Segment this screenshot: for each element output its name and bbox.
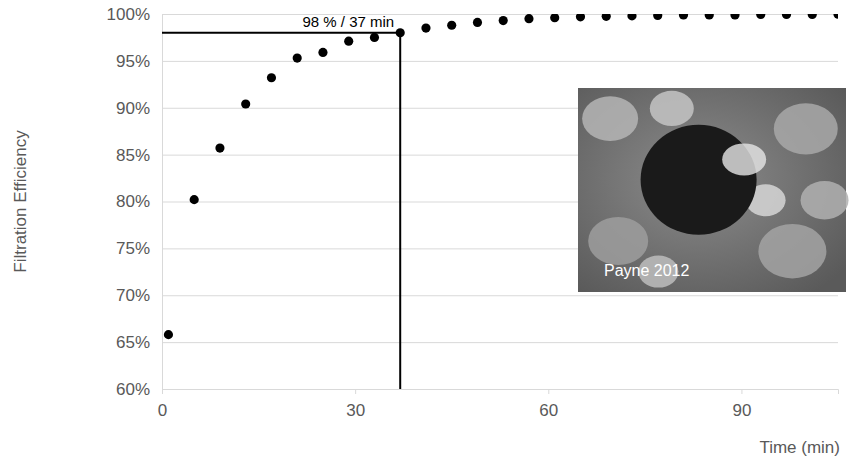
data-point — [833, 14, 838, 19]
y-axis-line — [163, 15, 839, 390]
y-tick-label: 75% — [116, 239, 150, 258]
data-point — [447, 21, 456, 30]
data-point — [808, 14, 817, 19]
data-point — [782, 14, 791, 19]
y-tick-label: 100% — [107, 5, 150, 24]
data-point — [679, 14, 688, 20]
y-tick-label: 85% — [116, 146, 150, 165]
data-point — [396, 28, 405, 37]
inset-image: Payne 2012 — [578, 88, 849, 292]
y-tick-label: 80% — [116, 192, 150, 211]
data-point — [190, 195, 199, 204]
y-tick: 100% — [107, 5, 838, 24]
data-area — [162, 14, 838, 389]
grid-line — [162, 295, 838, 296]
x-axis-title: Time (min) — [759, 438, 840, 457]
data-point — [293, 53, 302, 62]
inset-texture — [588, 217, 648, 265]
y-tick: 95% — [116, 52, 838, 71]
x-tick-label: 0 — [158, 401, 167, 420]
y-tick-label: 65% — [116, 333, 150, 352]
y-tick: 60% — [116, 380, 838, 399]
x-axis-line — [163, 390, 839, 395]
x-tick: 30 — [346, 389, 365, 420]
data-point — [473, 18, 482, 27]
x-tick: 90 — [732, 389, 751, 420]
y-tick-label: 70% — [116, 286, 150, 305]
inset-label: Payne 2012 — [604, 262, 690, 279]
data-point — [730, 14, 739, 20]
data-point — [550, 14, 559, 22]
x-axis: 0 30 60 90 — [158, 389, 839, 420]
data-point — [499, 16, 508, 25]
inset-texture — [582, 96, 638, 141]
x-tick-label: 30 — [346, 401, 365, 420]
data-point — [267, 73, 276, 82]
annotation-line-vertical — [399, 33, 401, 389]
data-point — [756, 14, 765, 19]
y-tick-label: 90% — [116, 99, 150, 118]
y-tick: 65% — [116, 333, 838, 352]
data-point — [318, 48, 327, 57]
data-point — [344, 37, 353, 46]
y-axis-title: Filtration Efficiency — [11, 130, 30, 273]
y-axis: 60% 65% 70% 75% 80% 85% 90% 95% 100% — [107, 5, 838, 399]
x-tick-mark — [548, 389, 549, 394]
y-tick-label: 95% — [116, 52, 150, 71]
data-point — [241, 99, 250, 108]
inset-texture — [774, 103, 838, 154]
data-point — [524, 14, 533, 23]
data-point — [627, 14, 636, 20]
x-tick-label: 60 — [539, 401, 558, 420]
annotation-label: 98 % / 37 min — [302, 13, 394, 30]
data-point — [164, 330, 173, 339]
x-tick-label: 90 — [732, 401, 751, 420]
inset-pore — [641, 125, 757, 235]
data-point — [602, 14, 611, 21]
x-tick-mark — [741, 389, 742, 394]
x-tick-mark — [355, 389, 356, 394]
data-point — [421, 23, 430, 32]
chart: 60% 65% 70% 75% 80% 85% 90% 95% 100% 0 30 60 90 Payne… — [0, 0, 852, 465]
x-tick-mark — [162, 389, 163, 394]
inset-texture — [758, 224, 826, 278]
data-point — [215, 143, 224, 152]
grid-line — [162, 61, 838, 62]
data-point — [370, 33, 379, 42]
annotation-line-horizontal — [162, 32, 400, 34]
inset-texture — [650, 91, 694, 126]
x-tick: 60 — [539, 389, 558, 420]
inset-texture — [722, 143, 766, 175]
data-point — [705, 14, 714, 20]
data-point — [576, 14, 585, 21]
inset-texture — [801, 181, 849, 219]
grid-line — [162, 342, 838, 343]
x-tick: 0 — [158, 389, 167, 420]
y-tick-label: 60% — [116, 380, 150, 399]
data-point — [653, 14, 662, 20]
plot: 60% 65% 70% 75% 80% 85% 90% 95% 100% 0 30 60 90 Payne… — [107, 5, 849, 420]
